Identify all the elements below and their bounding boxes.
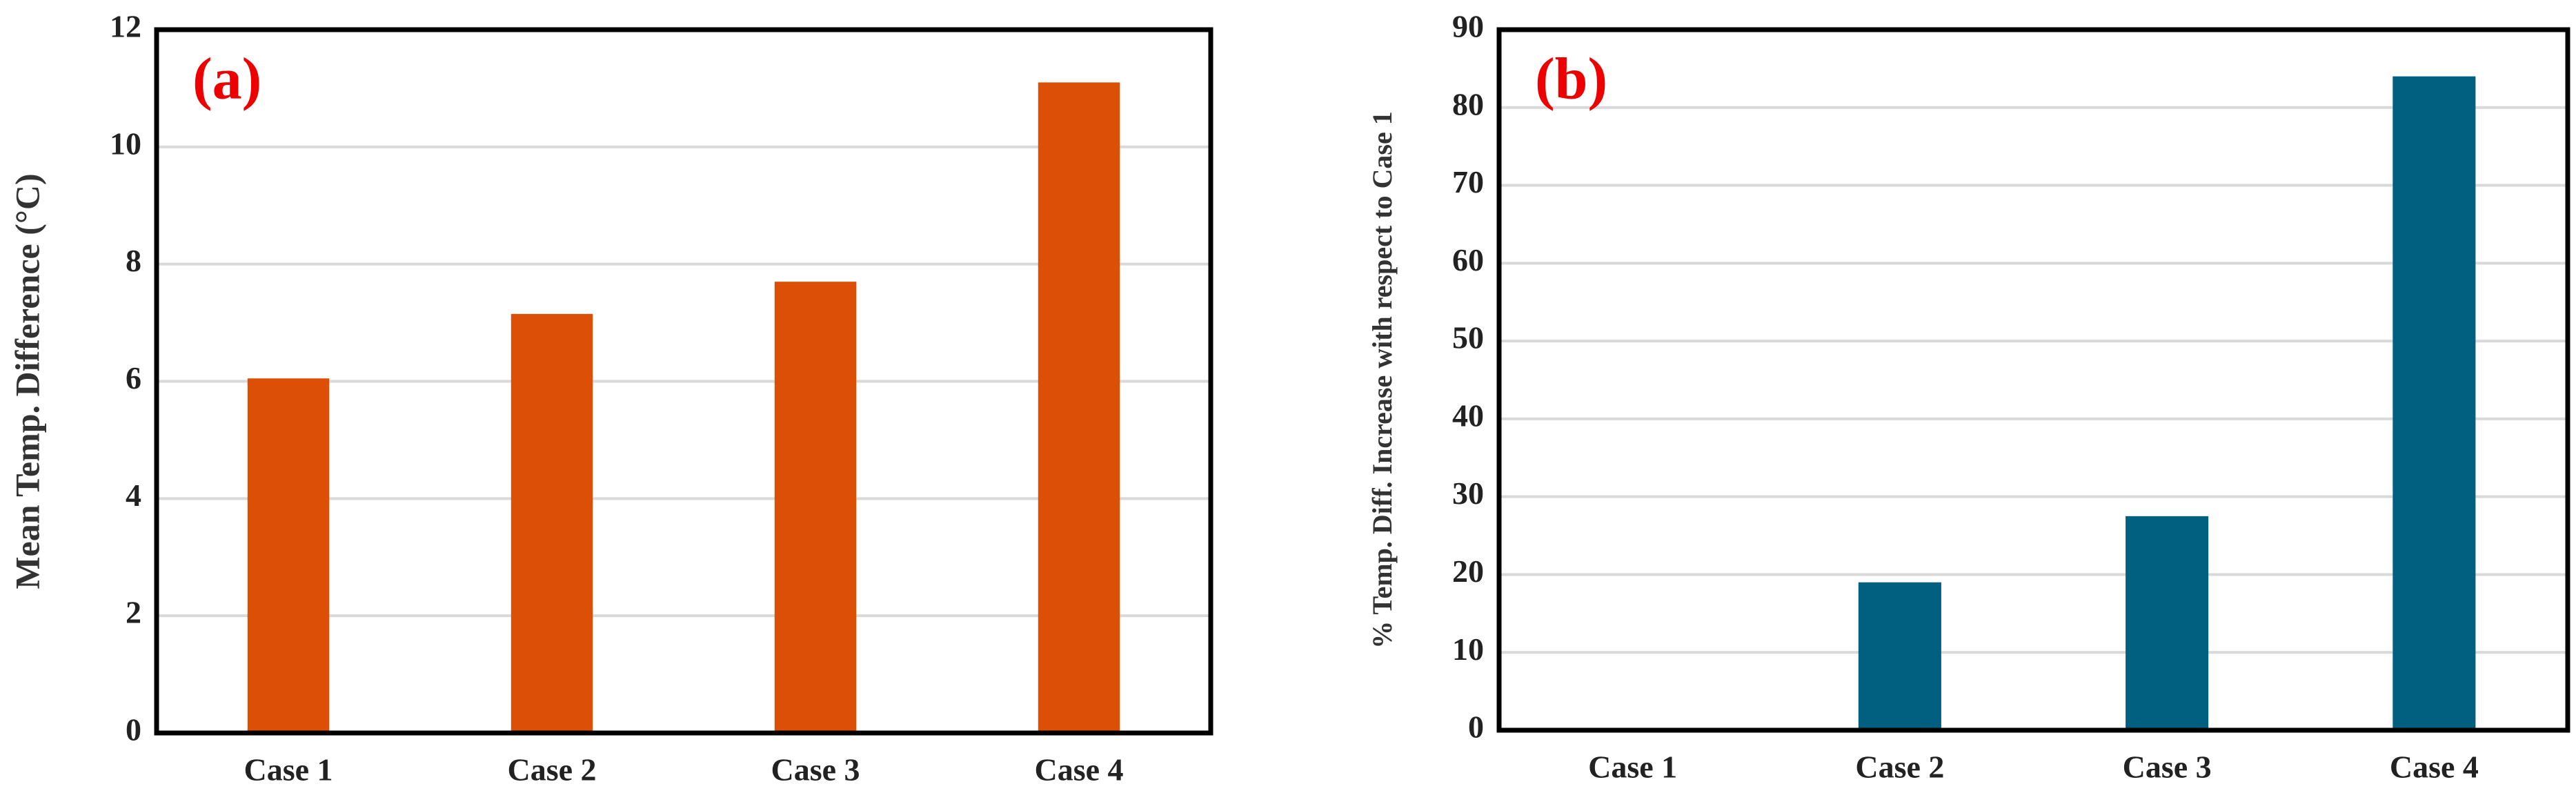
- panel-label: (a): [192, 46, 261, 112]
- x-tick-label: Case 1: [244, 752, 333, 788]
- y-tick-label: 4: [126, 478, 141, 513]
- y-tick-label: 20: [1452, 554, 1484, 589]
- x-tick-label: Case 4: [1034, 752, 1123, 788]
- x-tick-label: Case 3: [771, 752, 860, 788]
- bar: [2126, 516, 2209, 730]
- y-tick-label: 30: [1452, 476, 1484, 511]
- plot-frame: [1496, 27, 2570, 733]
- y-tick-label: 50: [1452, 320, 1484, 355]
- bar: [247, 378, 330, 733]
- y-axis-title: % Temp. Diff. Increase with respect to C…: [1367, 111, 1398, 648]
- bar: [1038, 82, 1120, 734]
- y-tick-label: 80: [1452, 86, 1484, 121]
- bar: [774, 282, 857, 733]
- plot-frame: [154, 27, 1213, 736]
- bar: [2392, 76, 2476, 730]
- y-tick-label: 2: [126, 595, 141, 630]
- x-tick-label: Case 2: [507, 752, 596, 788]
- x-tick-label: Case 1: [1588, 750, 1677, 785]
- y-tick-label: 60: [1452, 242, 1484, 277]
- y-axis-title: Mean Temp. Difference (°C): [8, 173, 46, 589]
- y-tick-label: 10: [110, 126, 141, 161]
- bar: [511, 313, 593, 733]
- y-tick-label: 70: [1452, 164, 1484, 199]
- x-tick-label: Case 2: [1855, 750, 1944, 785]
- panel-label: (b): [1535, 46, 1607, 112]
- bar: [1858, 582, 1941, 730]
- y-tick-label: 6: [126, 360, 141, 395]
- y-tick-label: 0: [1468, 710, 1484, 745]
- x-tick-label: Case 3: [2123, 750, 2212, 785]
- x-tick-label: Case 4: [2390, 750, 2479, 785]
- y-tick-label: 10: [1452, 632, 1484, 667]
- y-tick-label: 12: [110, 9, 141, 44]
- y-tick-label: 40: [1452, 398, 1484, 433]
- y-tick-label: 8: [126, 243, 141, 278]
- y-tick-label: 0: [126, 712, 141, 747]
- y-tick-label: 90: [1452, 9, 1484, 44]
